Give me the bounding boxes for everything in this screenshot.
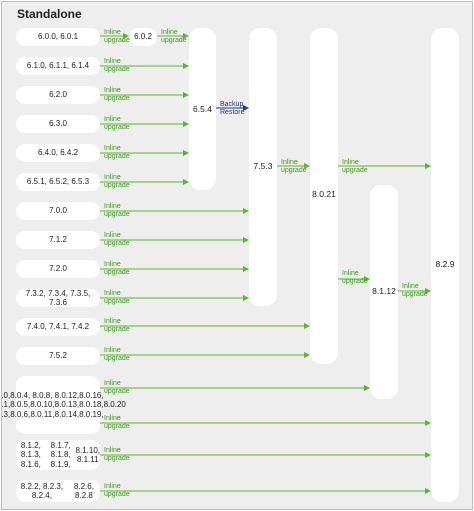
edge-label-v630-to-t654: Inline upgrade [104,116,130,131]
target-column-t654 [189,28,216,190]
version-node-v720: 7.2.0 [16,260,100,278]
edge-label-v620-to-t654: Inline upgrade [104,87,130,102]
edge-label-t8112-to-t829: Inline upgrade [402,283,428,298]
version-node-v620: 6.2.0 [16,86,100,104]
target-column-t753 [249,28,277,306]
version-node-v610: 6.1.0, 6.1.1, 6.1.4 [16,57,100,75]
version-node-v81x: 8.1.2, 8.1.3, 8.1.6, 8.1.7, 8.1.8, 8.1.9,… [16,440,100,470]
version-node-v752: 7.5.2 [16,347,100,365]
edge-label-v81x-to-t829: Inline upgrade [104,447,130,462]
edge-label-v80x-to-t829: Inline upgrade [104,415,130,430]
target-label-t753: 7.5.3 [253,161,273,171]
version-node-v700: 7.0.0 [16,202,100,220]
edge-label-v80x-to-t8112: Inline upgrade [104,380,130,395]
edge-label-v602-to-t654: Inline upgrade [161,29,187,44]
edge-label-v752-to-t8021: Inline upgrade [104,347,130,362]
edge-label-v700-to-t753: Inline upgrade [104,203,130,218]
edge-label-v720-to-t753: Inline upgrade [104,261,130,276]
edge-label-v651-to-t654: Inline upgrade [104,174,130,189]
target-column-t829 [431,28,459,502]
edge-label-t654-to-t753: Backup Restore [220,101,245,116]
version-node-v651: 6.5.1, 6.5.2, 6.5.3 [16,173,100,191]
edge-label-v610-to-t654: Inline upgrade [104,58,130,73]
target-label-t8112: 8.1.12 [372,286,396,296]
edge-label-v740-to-t8021: Inline upgrade [104,318,130,333]
edge-label-t8021-to-t829: Inline upgrade [342,159,368,174]
edge-label-t753-to-t8021: Inline upgrade [281,159,307,174]
edge-label-t8021-to-t8112: Inline upgrade [342,270,368,285]
edge-label-v640-to-t654: Inline upgrade [104,145,130,160]
target-column-t8021 [310,28,338,364]
target-label-t829: 8.2.9 [435,259,455,269]
version-node-v80x: 8.0.0, 8.0.1, 8.0.3,8.0.4, 8.0.5, 8.0.6,… [2,376,126,434]
edge-label-v732-to-t753: Inline upgrade [104,290,130,305]
edge-label-v600-to-v602: Inline upgrade [104,29,130,44]
version-node-v640: 6.4.0, 6.4.2 [16,144,100,162]
edge-label-v712-to-t753: Inline upgrade [104,232,130,247]
version-node-v600: 6.0.0, 6.0.1 [16,28,100,46]
version-node-v732: 7.3.2, 7.3.4, 7.3.5, 7.3.6 [16,289,100,307]
version-node-v740: 7.4.0, 7.4.1, 7.4.2 [16,318,100,336]
version-node-v602: 6.0.2 [129,28,157,46]
version-node-v712: 7.1.2 [16,231,100,249]
version-node-v630: 6.3.0 [16,115,100,133]
target-label-t8021: 8.0.21 [312,189,336,199]
edge-label-v82x-to-t829: Inline upgrade [104,483,130,498]
target-label-t654: 6.5.4 [193,104,212,114]
diagram-title: Standalone [17,7,82,21]
version-node-v82x: 8.2.2, 8.2.3, 8.2.4, 8.2.6, 8.2.8 [16,480,100,502]
target-column-t8112 [370,185,398,399]
